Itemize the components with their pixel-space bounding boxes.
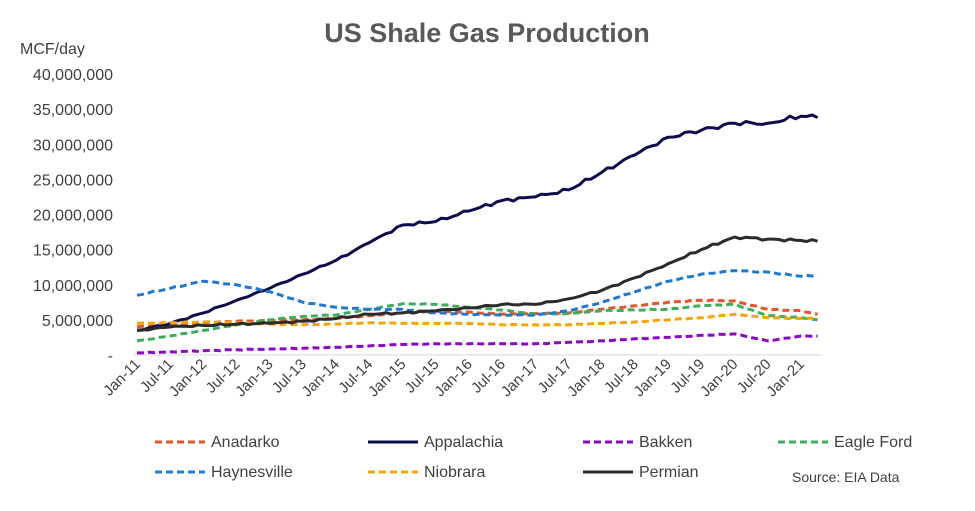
y-tick-label: 15,000,000: [33, 243, 113, 260]
x-tick-label: Jan-15: [365, 356, 409, 400]
series-line-anadarko: [136, 298, 818, 329]
x-tick-label: Jan-20: [697, 356, 741, 400]
legend-label: Anadarko: [211, 434, 280, 451]
y-axis-ticks: - 5,000,000 10,000,000 15,000,000 20,000,000…: [33, 67, 113, 365]
legend-label: Permian: [639, 464, 699, 481]
legend-label: Bakken: [639, 434, 692, 451]
y-tick-label: 40,000,000: [33, 67, 113, 84]
x-tick-label: Jan-13: [232, 356, 276, 400]
y-axis-unit-label: MCF/day: [20, 41, 85, 58]
y-tick-label: 25,000,000: [33, 172, 113, 189]
series-line-haynesville: [136, 269, 818, 317]
x-tick-label: Jan-21: [763, 356, 807, 400]
legend-label: Niobrara: [424, 464, 485, 481]
y-tick-label: 30,000,000: [33, 137, 113, 154]
x-tick-label: Jan-17: [498, 356, 542, 400]
x-tick-label: Jan-16: [431, 356, 475, 400]
legend-label: Haynesville: [211, 464, 293, 481]
x-tick-label: Jan-12: [166, 356, 210, 400]
legend-label: Appalachia: [424, 434, 503, 451]
x-tick-label: Jan-14: [299, 356, 343, 400]
series-line-appalachia: [136, 113, 819, 332]
y-tick-label: 10,000,000: [33, 278, 113, 295]
series-line-permian: [136, 235, 818, 332]
y-tick-label: -: [108, 348, 113, 365]
source-note: Source: EIA Data: [792, 469, 900, 485]
x-tick-label: Jan-18: [564, 356, 608, 400]
y-tick-label: 5,000,000: [42, 313, 113, 330]
y-tick-label: 35,000,000: [33, 102, 113, 119]
series-line-bakken: [137, 332, 818, 355]
plot-area: [136, 113, 819, 355]
x-axis-ticks: Jan-11Jul-11Jan-12Jul-12Jan-13Jul-13Jan-…: [100, 356, 808, 400]
chart-title: US Shale Gas Production: [324, 18, 650, 48]
x-tick-label: Jan-19: [631, 356, 675, 400]
legend-label: Eagle Ford: [834, 434, 912, 451]
legend: Anadarko Appalachia Bakken Eagle Ford Haynes…: [155, 434, 912, 481]
y-tick-label: 20,000,000: [33, 208, 113, 225]
